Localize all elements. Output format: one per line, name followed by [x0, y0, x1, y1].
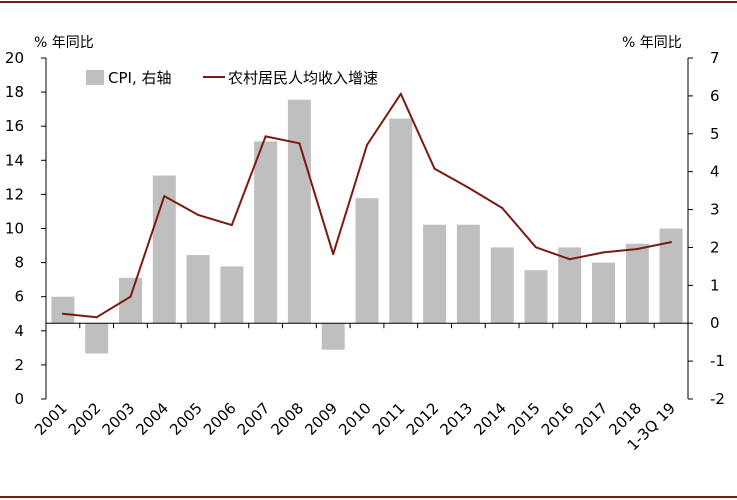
- bar-2011: [389, 118, 413, 324]
- line-point-2003: [129, 295, 132, 298]
- x-tick-label: 2005: [166, 399, 206, 439]
- bar-2002: [85, 323, 109, 354]
- left-tick-label: 6: [14, 288, 24, 306]
- line-point-2007: [264, 135, 267, 138]
- legend-bar-swatch: [86, 70, 104, 85]
- left-axis-unit: % 年同比: [34, 35, 94, 51]
- line-point-2012: [433, 167, 436, 170]
- right-tick-label: 6: [710, 87, 720, 105]
- legend-line-label: 农村居民人均收入增速: [228, 69, 378, 87]
- right-tick-label: 0: [710, 314, 720, 332]
- line-point-2015: [534, 246, 537, 249]
- line-point-2008: [298, 142, 301, 145]
- bar-2012: [423, 224, 447, 324]
- line-point-2014: [501, 207, 504, 209]
- x-tick-label: 2003: [99, 399, 139, 439]
- left-tick-label: 14: [5, 151, 24, 169]
- bar-2003: [119, 277, 142, 324]
- x-tick-label: 2016: [538, 399, 578, 439]
- right-tick-label: -2: [710, 390, 725, 408]
- bar-2013: [456, 224, 480, 324]
- left-tick-label: 4: [14, 322, 24, 340]
- line-point-2011: [399, 92, 402, 95]
- line-point-2009: [332, 253, 335, 256]
- line-point-2002: [95, 316, 98, 319]
- left-tick-label: 8: [14, 254, 24, 272]
- x-tick-label: 2004: [132, 399, 172, 439]
- right-tick-label: -1: [710, 352, 725, 370]
- line-series: [61, 92, 673, 319]
- bar-2014: [490, 247, 514, 324]
- bar-2018: [625, 243, 649, 324]
- line-point-1-3Q 19: [670, 241, 673, 244]
- right-tick-label: 4: [710, 163, 720, 181]
- x-tick-label: 2014: [470, 399, 510, 439]
- bar-2015: [524, 270, 548, 324]
- x-tick-label: 2010: [335, 399, 375, 439]
- x-tick-label: 2011: [369, 399, 409, 439]
- x-tick-label: 2006: [200, 399, 240, 439]
- line-point-2017: [602, 251, 605, 254]
- right-tick-label: 5: [710, 125, 720, 143]
- bar-2005: [186, 255, 210, 324]
- left-tick-label: 20: [5, 49, 24, 67]
- line-point-2005: [197, 213, 200, 216]
- left-tick-label: 0: [14, 390, 24, 408]
- legend: CPI, 右轴 农村居民人均收入增速: [86, 69, 378, 87]
- left-tick-label: 10: [5, 220, 24, 238]
- legend-bar-label: CPI, 右轴: [108, 69, 171, 87]
- x-tick-label: 2013: [436, 399, 476, 439]
- line-point-2006: [230, 224, 233, 227]
- line-point-2001: [61, 312, 64, 315]
- line-point-2016: [568, 258, 571, 261]
- line-point-2010: [366, 144, 368, 146]
- bar-2001: [51, 296, 75, 324]
- bar-2010: [355, 198, 379, 324]
- left-tick-label: 2: [14, 356, 24, 374]
- left-tick-label: 18: [5, 83, 24, 101]
- bar-2017: [592, 262, 615, 324]
- right-tick-label: 2: [710, 238, 720, 256]
- x-tick-label: 2008: [268, 399, 308, 439]
- x-tick-label: 2009: [301, 399, 341, 439]
- x-tick-label: 2015: [504, 399, 544, 439]
- left-tick-label: 12: [5, 185, 24, 203]
- bar-series: [51, 99, 683, 354]
- bar-2008: [287, 99, 311, 324]
- bar-2016: [558, 247, 582, 324]
- bar-2009: [321, 323, 345, 350]
- right-tick-label: 7: [710, 49, 720, 67]
- bar-2006: [220, 266, 244, 324]
- line-point-2004: [163, 195, 166, 198]
- right-tick-label: 3: [710, 201, 720, 219]
- left-tick-label: 16: [5, 117, 24, 135]
- bar-2007: [254, 141, 278, 324]
- right-axis-unit: % 年同比: [622, 35, 682, 51]
- x-tick-label: 2007: [234, 399, 274, 439]
- x-tick-label: 2012: [403, 399, 443, 439]
- right-tick-label: 1: [710, 276, 720, 294]
- line-point-2018: [636, 248, 639, 250]
- bar-1-3Q 19: [659, 228, 683, 324]
- x-tick-label: 2001: [31, 399, 71, 439]
- x-tick-label: 2017: [572, 399, 612, 439]
- line-point-2013: [467, 186, 470, 189]
- x-tick-label: 2002: [65, 399, 105, 439]
